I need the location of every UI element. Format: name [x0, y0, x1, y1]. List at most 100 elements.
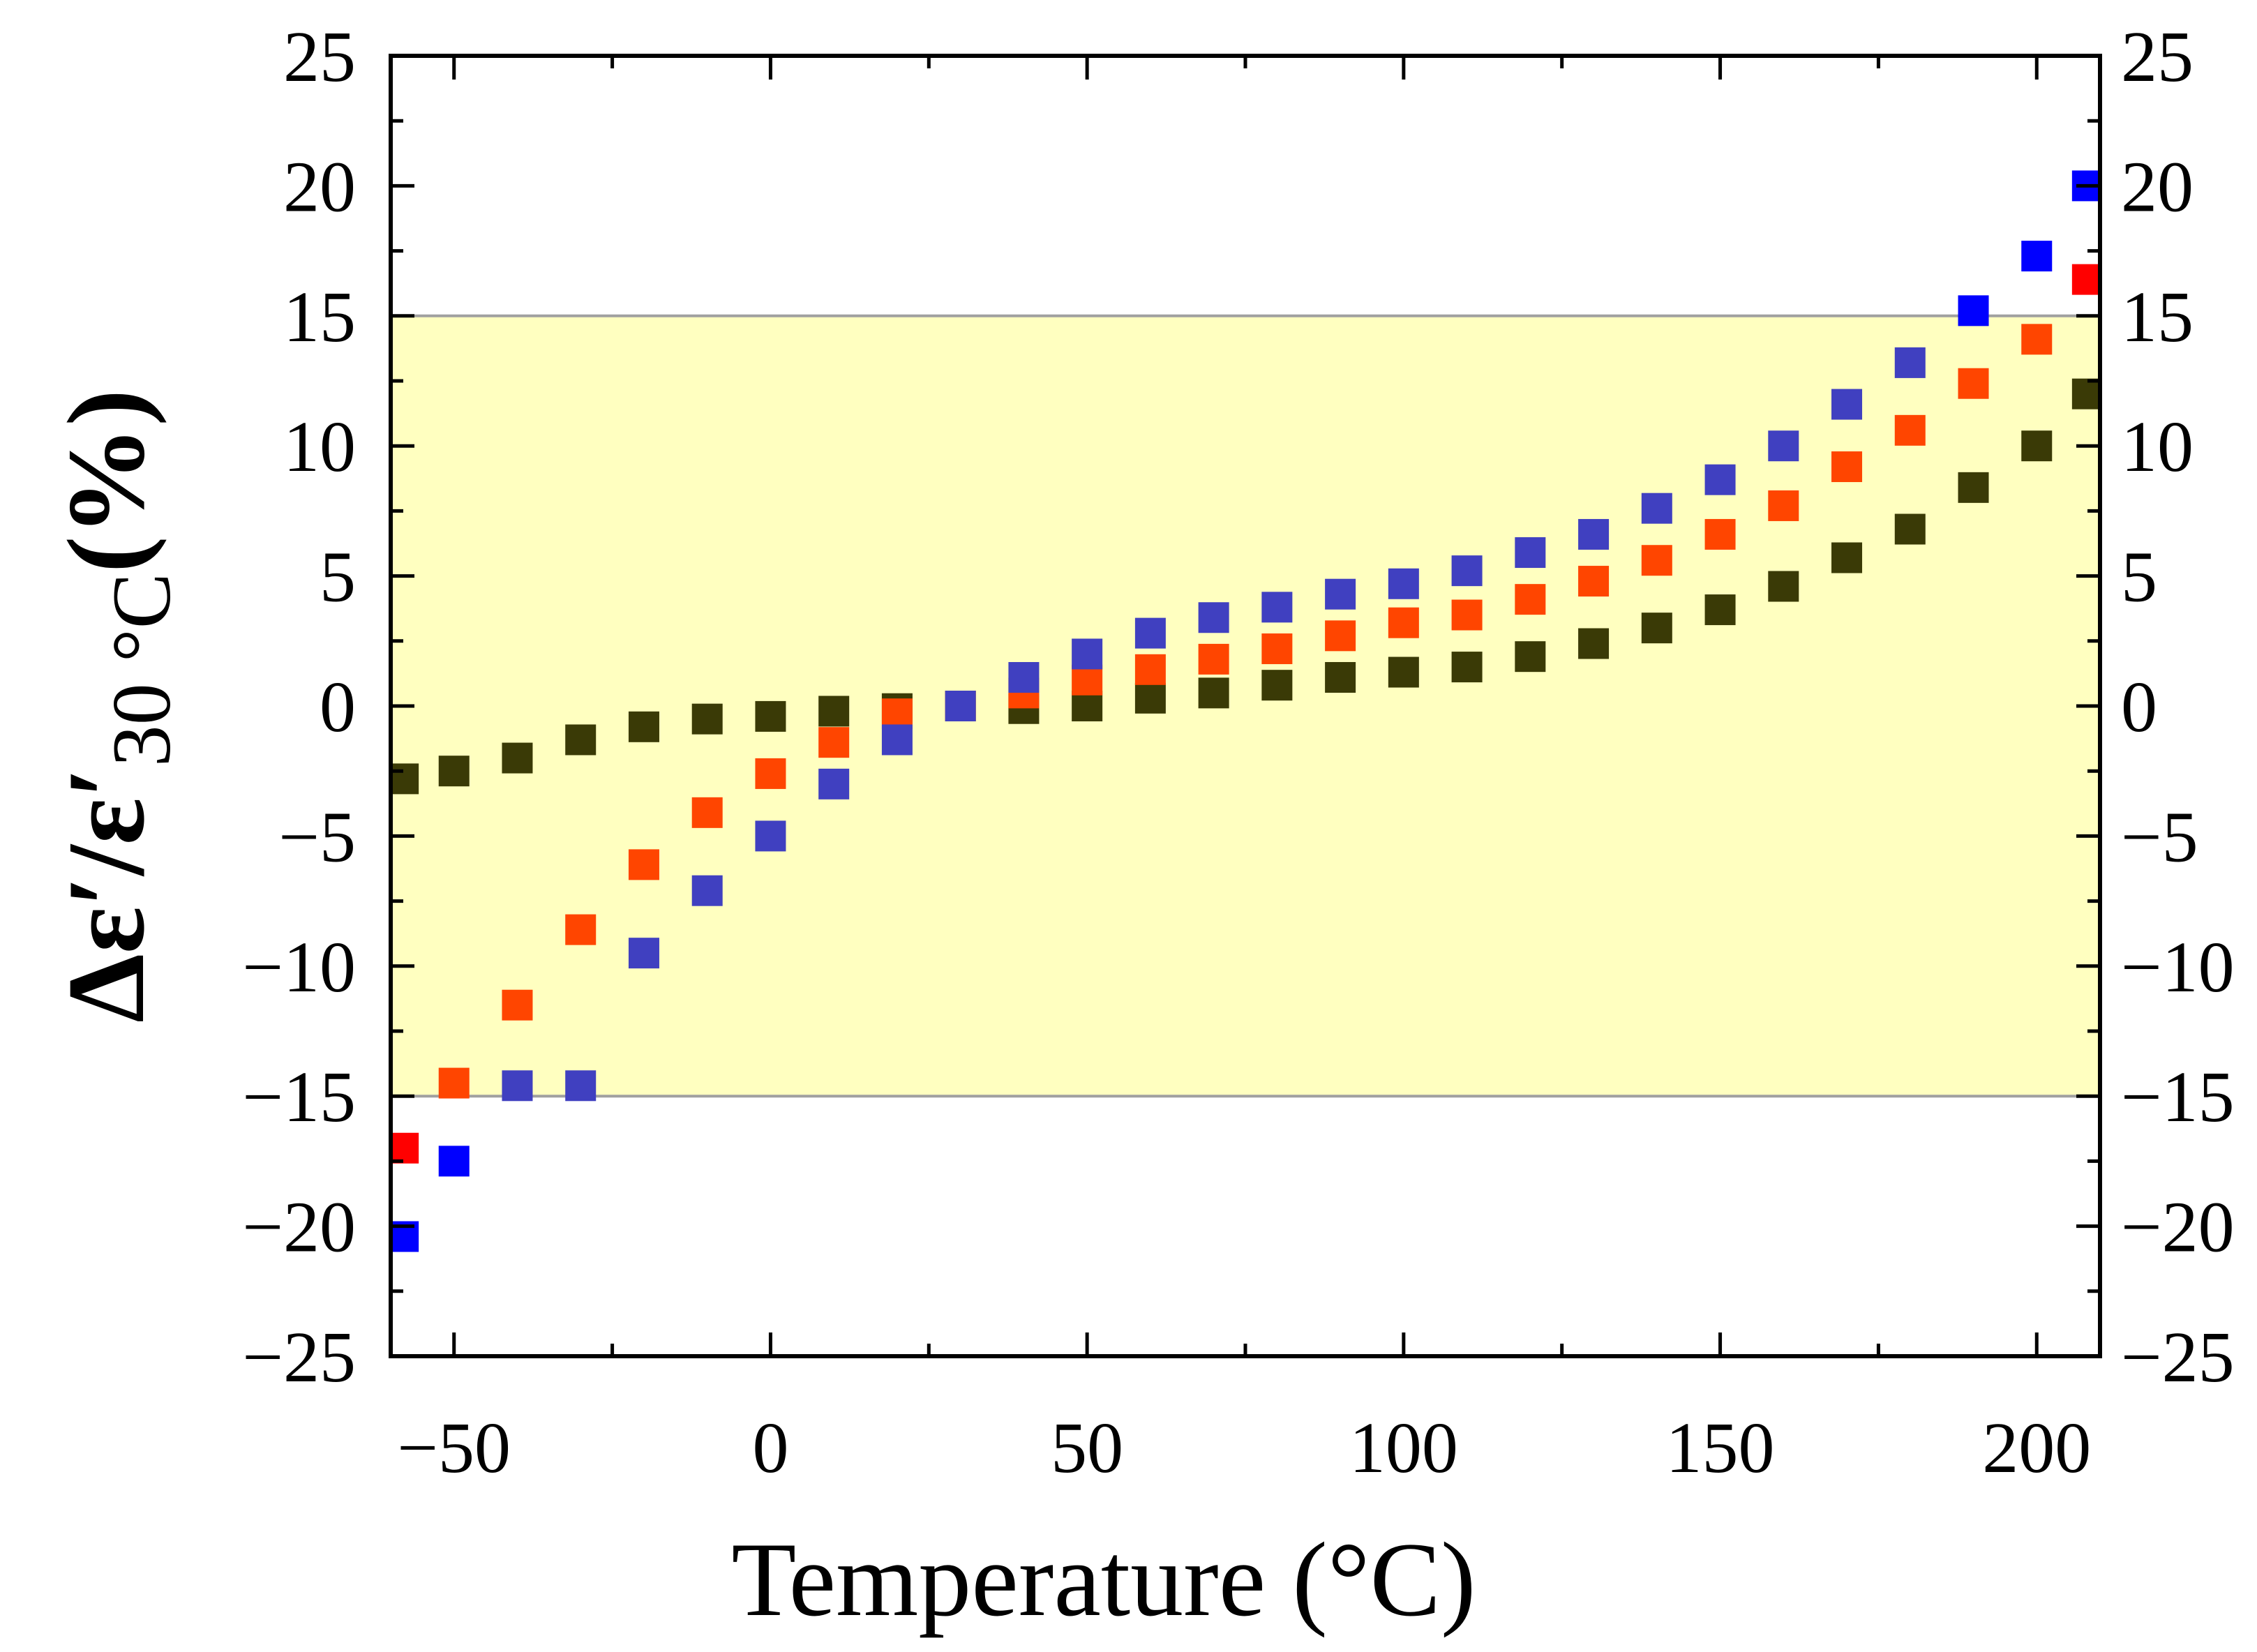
data-point: [1261, 633, 1293, 664]
data-point: [1831, 451, 1863, 483]
data-point: [391, 1132, 419, 1164]
data-point: [2071, 378, 2100, 410]
y-tick-label-right: 0: [2121, 667, 2157, 747]
y-tick-label-right: −5: [2121, 797, 2198, 877]
y-tick-label-left: −5: [278, 797, 356, 877]
data-point: [2021, 241, 2053, 272]
y-tick-label-left: −10: [242, 927, 356, 1007]
x-tick-label: 200: [1982, 1408, 2091, 1488]
data-point: [1388, 656, 1419, 688]
data-point: [755, 700, 786, 732]
data-point: [818, 696, 850, 727]
band-fill: [391, 315, 2100, 1097]
series-blue: [391, 170, 2100, 1252]
data-point: [755, 820, 786, 852]
y-tick-label-right: 15: [2121, 277, 2194, 357]
y-tick-label-right: −25: [2121, 1317, 2235, 1397]
data-point: [1261, 670, 1293, 701]
data-point: [1134, 682, 1166, 714]
y-tick-label-left: 10: [283, 407, 356, 487]
data-point: [1198, 602, 1229, 633]
data-point: [1641, 613, 1672, 644]
data-point: [438, 1146, 470, 1177]
data-point: [438, 756, 470, 787]
data-point: [1768, 571, 1799, 602]
y-tick-label-right: −20: [2121, 1187, 2235, 1268]
y-tick-label-right: 10: [2121, 407, 2194, 487]
y-tick-label-left: −20: [242, 1187, 356, 1268]
data-point: [1831, 389, 1863, 420]
data-point: [1578, 628, 1610, 659]
data-point: [438, 1067, 470, 1099]
data-point: [818, 727, 850, 758]
data-point: [691, 875, 723, 906]
data-point: [565, 914, 597, 945]
x-tick-label: 100: [1349, 1408, 1458, 1488]
data-point: [1831, 542, 1863, 573]
data-point: [1072, 691, 1103, 721]
data-point: [1325, 661, 1356, 693]
data-point: [502, 989, 533, 1021]
y-axis-title-suffix: (%): [45, 389, 167, 573]
data-point: [1198, 677, 1229, 709]
data-point: [1704, 518, 1736, 550]
data-point: [1451, 599, 1483, 631]
data-point: [1958, 472, 1989, 503]
data-point: [1704, 594, 1736, 626]
plot-frame: [389, 54, 2102, 1358]
y-axis-title-subscript: 30 °C: [95, 573, 188, 767]
data-point: [1325, 578, 1356, 610]
data-point: [1072, 664, 1103, 696]
x-tick-label: 50: [1051, 1408, 1123, 1488]
data-point: [1958, 368, 1989, 399]
data-point: [881, 724, 913, 756]
y-axis-title-group: Δε′/ε′30 °C(%): [45, 389, 188, 1023]
data-point: [1451, 652, 1483, 683]
data-point: [1578, 518, 1610, 550]
data-point: [1388, 568, 1419, 599]
data-point: [1072, 638, 1103, 670]
data-point: [1515, 537, 1546, 569]
data-point: [2071, 264, 2100, 295]
data-point: [1641, 545, 1672, 576]
data-point: [1008, 661, 1040, 693]
data-point: [691, 703, 723, 735]
data-point: [502, 742, 533, 774]
data-point: [1261, 592, 1293, 623]
data-point: [1704, 464, 1736, 495]
data-point: [945, 691, 976, 721]
data-point: [1515, 641, 1546, 673]
data-point: [1894, 347, 1926, 378]
data-point: [565, 724, 597, 756]
x-axis-title: Temperature (°C): [731, 1521, 1476, 1638]
tolerance-band: [391, 314, 2100, 1098]
data-points: [391, 170, 2100, 1252]
data-point: [1198, 643, 1229, 675]
y-tick-label-left: 5: [320, 537, 356, 617]
data-point: [502, 1070, 533, 1102]
data-point: [1388, 607, 1419, 638]
data-point: [691, 797, 723, 828]
data-point: [1515, 584, 1546, 615]
data-point: [628, 711, 659, 742]
y-tick-label-left: 25: [283, 17, 356, 97]
data-point: [755, 758, 786, 789]
y-axis-title-main: Δε′/ε′: [45, 767, 167, 1023]
data-point: [1768, 490, 1799, 521]
data-point: [1578, 566, 1610, 597]
x-tick-label: 150: [1666, 1408, 1775, 1488]
y-tick-label-left: −15: [242, 1057, 356, 1137]
y-tick-label-right: 5: [2121, 537, 2157, 617]
y-tick-label-right: −15: [2121, 1057, 2235, 1137]
x-tick-label: −50: [397, 1408, 511, 1488]
y-tick-label-left: 0: [320, 667, 356, 747]
data-point: [818, 768, 850, 799]
y-tick-label-right: 25: [2121, 17, 2194, 97]
series-dark: [391, 378, 2100, 795]
y-axis-title: Δε′/ε′30 °C(%): [45, 389, 188, 1023]
data-point: [1958, 295, 1989, 326]
data-point: [881, 698, 913, 730]
data-point: [1325, 620, 1356, 652]
data-point: [1451, 555, 1483, 587]
